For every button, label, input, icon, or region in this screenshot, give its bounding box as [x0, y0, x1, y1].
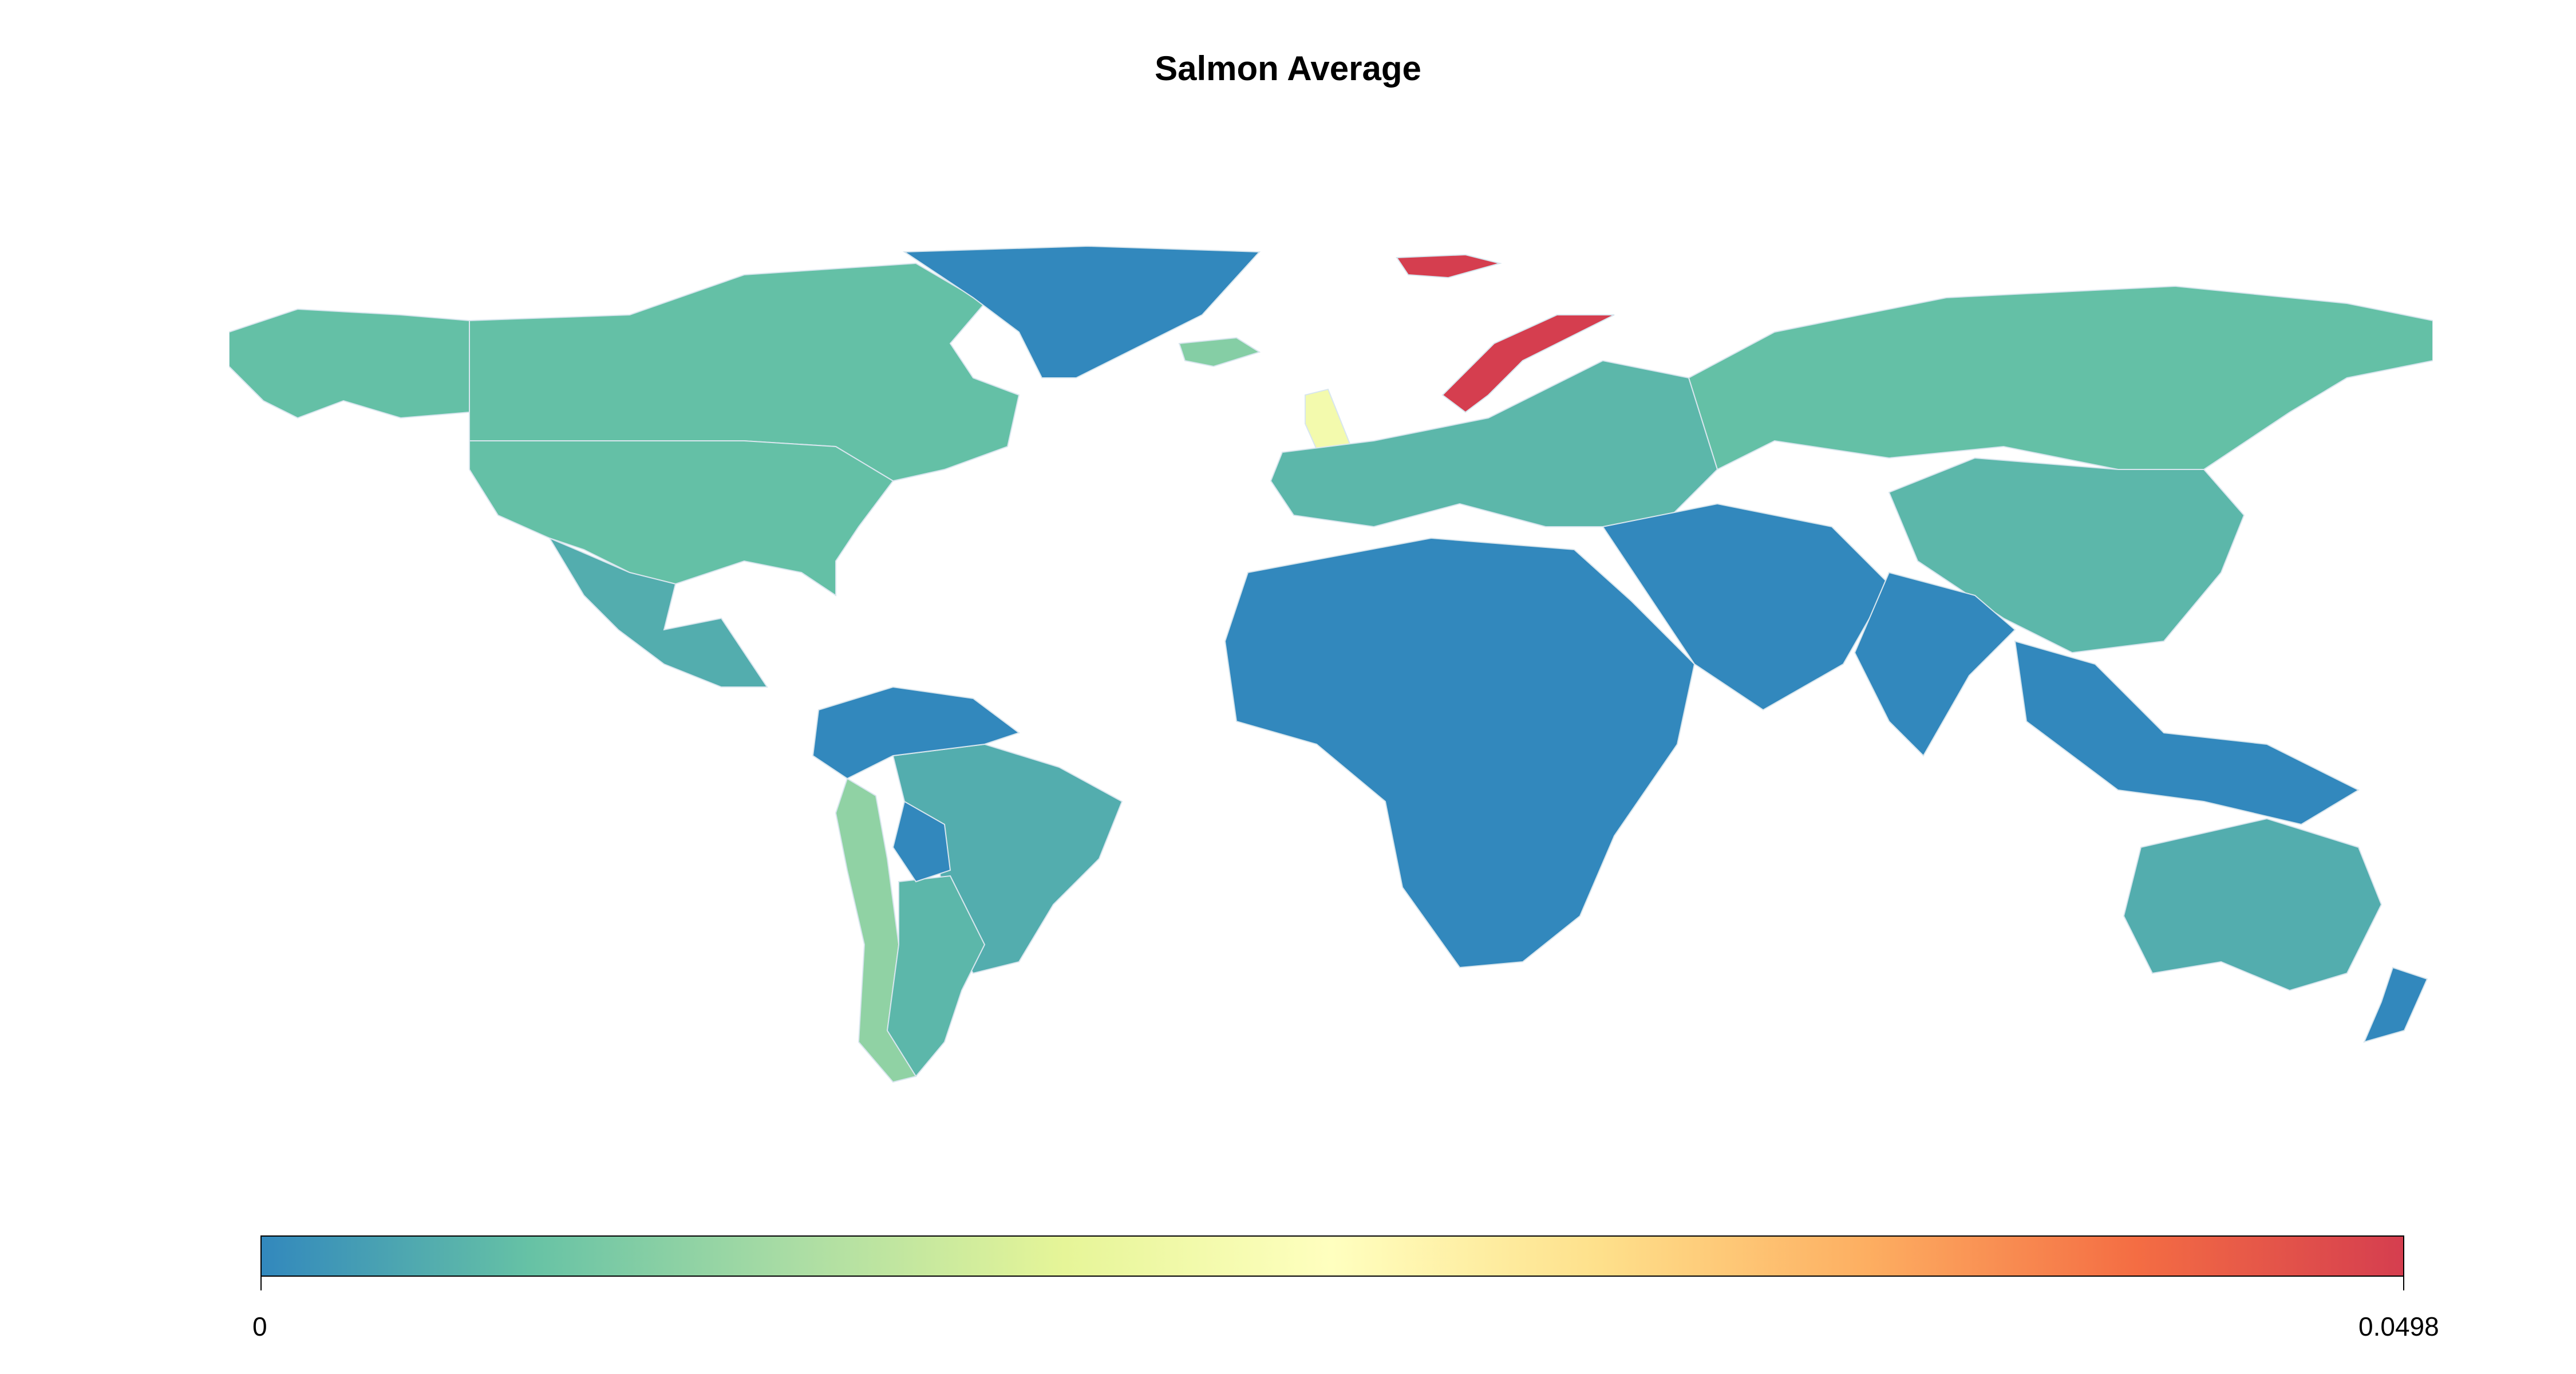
legend-min-tick [260, 1277, 262, 1290]
region-greenland [902, 245, 1261, 378]
region-northern-south-america [812, 686, 1021, 780]
region-norway [1441, 314, 1615, 413]
legend-max-tick [2403, 1277, 2404, 1290]
region-bolivia [892, 800, 951, 883]
region-australia [2123, 818, 2383, 992]
region-africa [1224, 537, 1696, 969]
color-scale-bar [260, 1235, 2404, 1277]
region-china [1888, 457, 2245, 654]
legend-max-label: 0.0498 [2358, 1312, 2439, 1341]
region-alaska [229, 308, 470, 419]
region-svalbard [1396, 254, 1502, 279]
region-russia [1688, 285, 2433, 471]
region-new-zealand [2363, 966, 2428, 1043]
legend-min-label: 0 [252, 1312, 267, 1341]
region-united-kingdom [1305, 388, 1352, 451]
region-chile [835, 777, 917, 1083]
region-south-asia [1854, 571, 2016, 757]
region-united-states [469, 440, 894, 597]
region-argentina [886, 875, 986, 1077]
world-choropleth-map [229, 245, 2433, 1083]
region-iceland [1178, 337, 1261, 368]
region-middle-east [1602, 503, 1890, 711]
region-southeast-asia [2014, 640, 2360, 826]
region-mexico [548, 536, 768, 688]
map-title: Salmon Average [1155, 49, 1421, 88]
